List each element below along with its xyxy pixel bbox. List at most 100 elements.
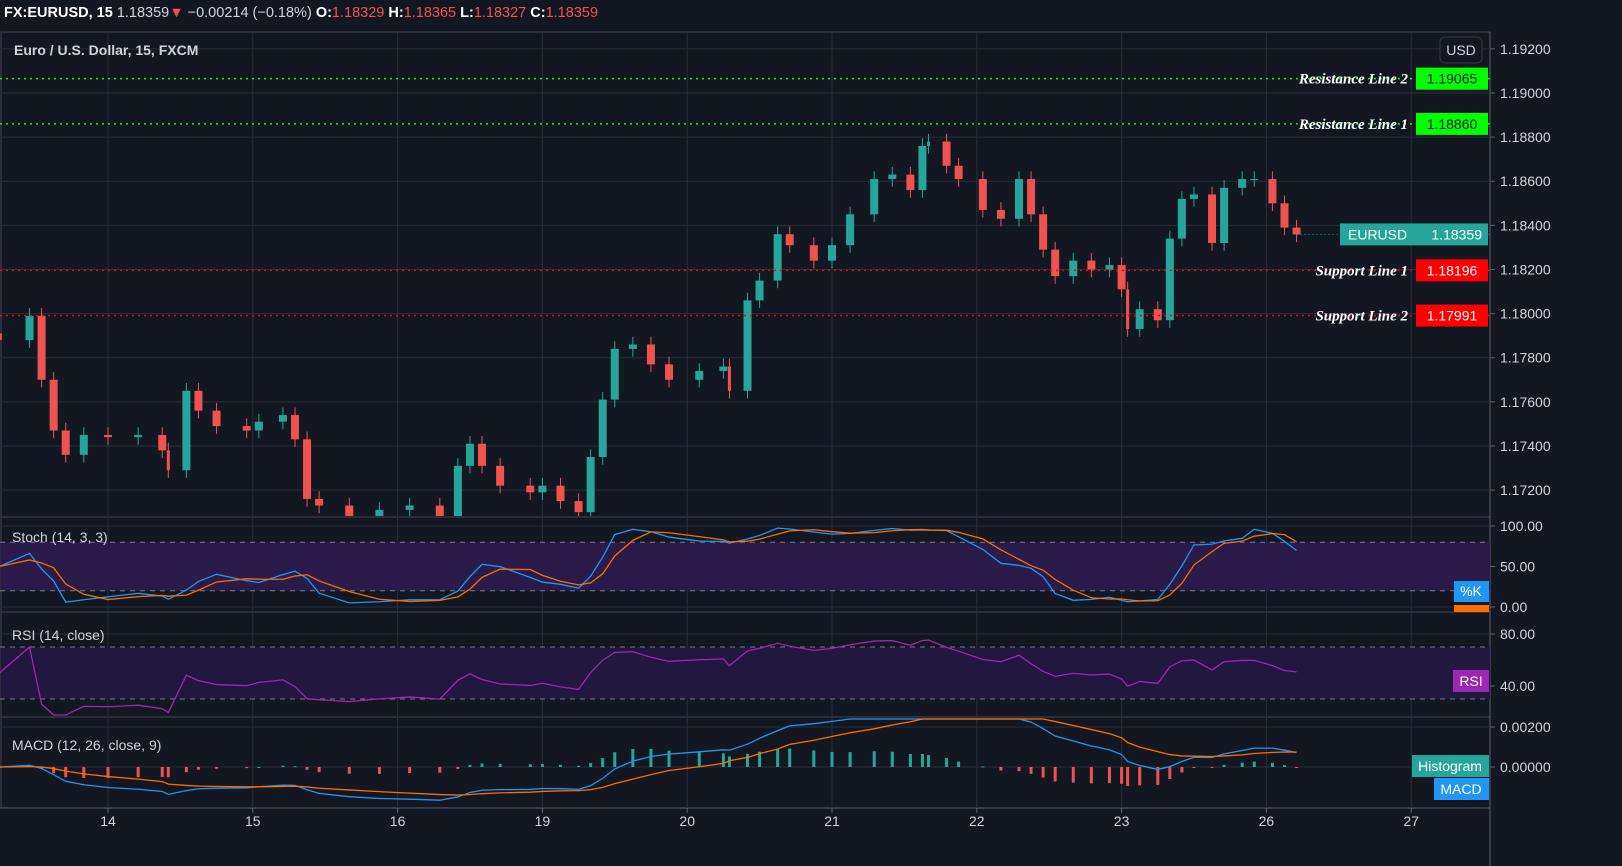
macd-histogram-bar <box>305 767 309 770</box>
low-value: 1.18327 <box>473 5 527 21</box>
histogram-tag <box>1412 755 1489 777</box>
macd-histogram-bar <box>106 767 110 778</box>
candle-body <box>345 505 354 516</box>
high-label: H: <box>388 5 404 21</box>
macd-line <box>0 718 1297 801</box>
candle-body <box>598 399 607 457</box>
candle-body <box>25 315 34 341</box>
macd-tag <box>1434 778 1489 800</box>
macd-histogram-bar <box>1240 762 1244 767</box>
candle-body <box>0 333 2 341</box>
candle-body <box>1105 265 1114 270</box>
macd-histogram-bar <box>758 751 762 767</box>
macd-histogram-bar <box>667 750 671 767</box>
macd-histogram-bar <box>1180 767 1184 773</box>
price-tick-label: 1.18400 <box>1500 217 1551 233</box>
price-tick-label: 1.19000 <box>1500 85 1551 101</box>
last-price: 1.18359 <box>116 5 170 21</box>
price-tick-label: 1.17600 <box>1500 394 1551 410</box>
currency-button-label[interactable]: USD <box>1446 42 1476 58</box>
candle-body <box>954 165 963 180</box>
price-tick-label: 1.17200 <box>1500 482 1551 498</box>
price-tag <box>1416 67 1488 90</box>
time-tick-label: 15 <box>245 813 261 829</box>
macd-histogram-bar <box>920 754 924 767</box>
candle-body <box>888 174 897 180</box>
macd-histogram-bar <box>981 766 985 768</box>
candle-body <box>526 485 535 493</box>
high-value: 1.18365 <box>403 5 457 21</box>
candle-body <box>212 410 221 427</box>
stoch-tick-label: 50.00 <box>1500 559 1535 575</box>
stoch-tick-label: 0.00 <box>1500 599 1527 615</box>
close-value: 1.18359 <box>545 5 599 21</box>
histogram-tag-label: Histogram <box>1418 758 1482 774</box>
candle-body <box>755 280 764 301</box>
macd-histogram-bar <box>468 764 472 767</box>
candle-body <box>242 426 251 431</box>
macd-histogram-bar <box>788 748 792 767</box>
candle-body <box>405 505 414 510</box>
candle-body <box>49 379 58 431</box>
stoch-k-line <box>0 527 1297 604</box>
macd-histogram-bar <box>245 767 249 769</box>
macd-histogram-bar <box>438 767 442 773</box>
macd-histogram-bar <box>1017 767 1021 772</box>
macd-histogram-bar <box>649 748 653 767</box>
macd-histogram-bar <box>408 767 412 774</box>
candle-body <box>79 434 88 455</box>
candle-body <box>1238 179 1247 188</box>
symbol-name[interactable]: FX:EURUSD, 15 <box>4 5 113 21</box>
macd-histogram-bar <box>347 767 351 774</box>
stoch-band <box>1 542 1490 591</box>
macd-histogram-bar <box>1210 767 1214 769</box>
macd-histogram-bar <box>160 767 164 777</box>
candle-body <box>610 348 619 400</box>
candle-body <box>496 465 505 486</box>
open-label: O: <box>315 5 332 21</box>
macd-histogram-bar <box>40 767 44 769</box>
candle-body <box>628 344 637 349</box>
macd-histogram-bar <box>830 751 834 767</box>
macd-histogram-bar <box>727 756 731 767</box>
price-tag <box>1416 112 1488 135</box>
candle-body <box>809 245 818 261</box>
macd-histogram-bar <box>480 763 484 767</box>
macd-tag-label: MACD <box>1440 781 1481 797</box>
candle-body <box>158 434 167 451</box>
candle-body <box>870 179 879 215</box>
macd-histogram-bar <box>64 767 68 778</box>
macd-histogram-bar <box>528 764 532 767</box>
candle-body <box>465 443 474 466</box>
candle-body <box>906 174 915 191</box>
currency-button[interactable] <box>1439 36 1483 64</box>
candle-body <box>586 456 595 513</box>
candle-body <box>1027 179 1036 215</box>
macd-histogram-bar <box>746 753 749 767</box>
time-tick-label: 20 <box>679 813 695 829</box>
macd-histogram-bar <box>498 763 502 767</box>
candle-body <box>303 439 312 499</box>
macd-histogram-bar <box>377 767 381 774</box>
candle-body <box>1250 179 1259 181</box>
price-tick-label: 1.17400 <box>1500 438 1551 454</box>
candle-body <box>773 234 782 281</box>
macd-histogram-bar <box>890 751 894 767</box>
candle-body <box>695 370 704 380</box>
macd-histogram-bar <box>558 764 562 767</box>
candle-body <box>1117 265 1126 290</box>
candle-body <box>785 234 794 246</box>
candle-body <box>574 501 583 513</box>
candle-body <box>538 485 547 493</box>
macd-histogram-bar <box>184 767 188 773</box>
macd-histogram-bar <box>848 752 852 767</box>
rsi-tick-label: 40.00 <box>1500 678 1535 694</box>
candle-body <box>1069 260 1078 277</box>
macd-histogram-bar <box>293 766 297 768</box>
horizontal-line-label: Support Line 2 <box>1315 309 1408 325</box>
price-tag-value: 1.18196 <box>1427 262 1478 278</box>
candle-body <box>1177 198 1186 239</box>
macd-histogram-bar <box>1252 761 1256 767</box>
macd-histogram-bar <box>1222 764 1226 767</box>
